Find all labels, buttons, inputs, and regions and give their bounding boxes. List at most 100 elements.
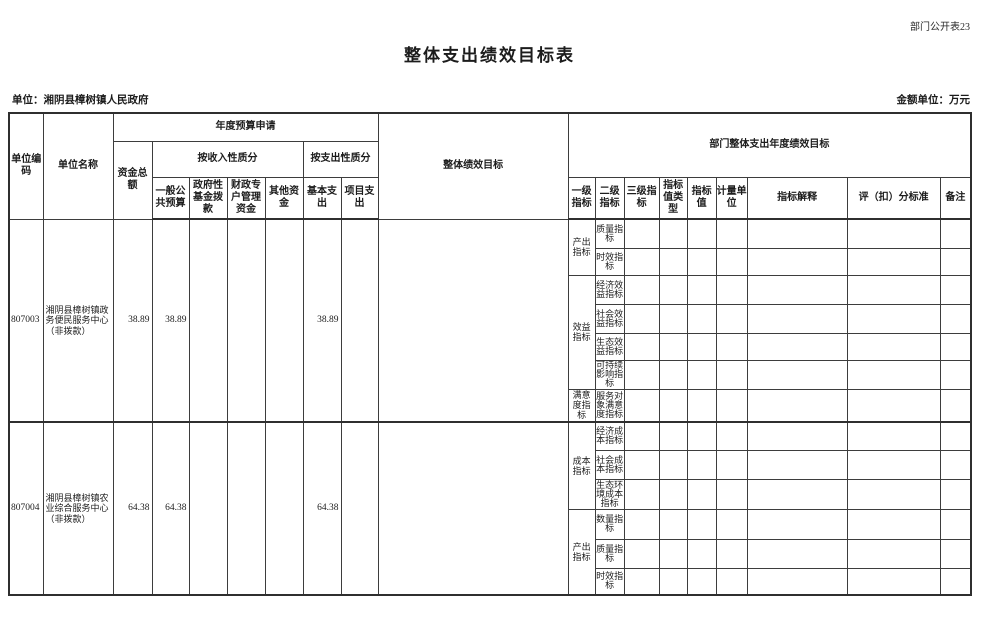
level1-indicator-cell: 成本指标	[567, 421, 596, 510]
col-header-level3-indicator: 三级指标	[623, 176, 660, 220]
measure-unit-cell	[715, 218, 748, 249]
value-cell	[686, 274, 717, 305]
level2-indicator-cell: 社会成本指标	[594, 449, 625, 480]
col-header-remarks: 备注	[939, 176, 972, 220]
unit-name-cell: 湘阴县樟树镇农业综合服务中心（非拨款）	[42, 421, 114, 596]
remark-cell	[939, 388, 972, 423]
value-cell	[686, 303, 717, 334]
level3-indicator-cell	[623, 388, 660, 423]
remark-cell	[939, 303, 972, 334]
unit-name-cell: 湘阴县樟树镇政务便民服务中心（非拨款）	[42, 218, 114, 423]
measure-unit-cell	[715, 421, 748, 451]
value-cell	[686, 247, 717, 276]
remark-cell	[939, 332, 972, 361]
level1-indicator-cell: 产出指标	[567, 508, 596, 596]
value-cell	[686, 332, 717, 361]
scoring-cell	[846, 538, 941, 569]
measure-unit-cell	[715, 247, 748, 276]
level3-indicator-cell	[623, 218, 660, 249]
level3-indicator-cell	[623, 247, 660, 276]
value-type-cell	[658, 332, 688, 361]
explanation-cell	[746, 388, 848, 423]
level2-indicator-cell: 生态环境成本指标	[594, 478, 625, 510]
col-header-government-fund: 政府性基金拨款	[188, 176, 228, 220]
measure-unit-cell	[715, 567, 748, 596]
col-header-unit-name: 单位名称	[42, 112, 114, 220]
col-header-by-income-nature: 按收入性质分	[151, 140, 304, 178]
remark-cell	[939, 508, 972, 540]
level2-indicator-cell: 可持续影响指标	[594, 359, 625, 390]
col-header-fiscal-special-account: 财政专户管理资金	[226, 176, 266, 220]
amount-unit-label: 金额单位：万元	[896, 95, 971, 106]
col-header-level2-indicator: 二级指标	[594, 176, 625, 220]
government-fund-cell	[188, 218, 228, 423]
level2-indicator-cell: 经济成本指标	[594, 421, 625, 451]
col-header-annual-budget-request: 年度预算申请	[112, 112, 379, 142]
value-cell	[686, 567, 717, 596]
overall-performance-target-cell	[377, 218, 569, 423]
value-type-cell	[658, 478, 688, 510]
value-type-cell	[658, 303, 688, 334]
col-header-project-expenditure: 项目支出	[340, 176, 379, 220]
value-cell	[686, 359, 717, 390]
other-funds-cell	[264, 218, 304, 423]
scoring-cell	[846, 567, 941, 596]
value-cell	[686, 218, 717, 249]
total-funds-cell: 38.89	[112, 218, 153, 423]
remark-cell	[939, 421, 972, 451]
explanation-cell	[746, 274, 848, 305]
measure-unit-cell	[715, 388, 748, 423]
explanation-cell	[746, 247, 848, 276]
level2-indicator-cell: 经济效益指标	[594, 274, 625, 305]
level3-indicator-cell	[623, 508, 660, 540]
explanation-cell	[746, 538, 848, 569]
value-cell	[686, 478, 717, 510]
level2-indicator-cell: 时效指标	[594, 567, 625, 596]
level3-indicator-cell	[623, 567, 660, 596]
measure-unit-cell	[715, 449, 748, 480]
scoring-cell	[846, 449, 941, 480]
remark-cell	[939, 567, 972, 596]
remark-cell	[939, 247, 972, 276]
scoring-cell	[846, 332, 941, 361]
col-header-by-expenditure-nature: 按支出性质分	[302, 140, 379, 178]
other-funds-cell	[264, 421, 304, 596]
scoring-cell	[846, 247, 941, 276]
explanation-cell	[746, 508, 848, 540]
col-header-unit-code: 单位编码	[8, 112, 44, 220]
explanation-cell	[746, 478, 848, 510]
measure-unit-cell	[715, 538, 748, 569]
remark-cell	[939, 359, 972, 390]
performance-target-table: 单位编码 单位名称 年度预算申请 整体绩效目标 部门整体支出年度绩效目标 资金总…	[8, 112, 973, 596]
remark-cell	[939, 274, 972, 305]
scoring-cell	[846, 274, 941, 305]
explanation-cell	[746, 303, 848, 334]
scoring-cell	[846, 303, 941, 334]
unit-code-cell: 807004	[8, 421, 44, 596]
explanation-cell	[746, 421, 848, 451]
general-public-budget-cell: 38.89	[151, 218, 190, 423]
level1-indicator-cell: 产出指标	[567, 218, 596, 276]
explanation-cell	[746, 567, 848, 596]
level3-indicator-cell	[623, 303, 660, 334]
value-type-cell	[658, 388, 688, 423]
measure-unit-cell	[715, 478, 748, 510]
level2-indicator-cell: 社会效益指标	[594, 303, 625, 334]
remark-cell	[939, 538, 972, 569]
col-header-indicator-value-type: 指标值类型	[658, 176, 688, 220]
unit-label: 单位：湘阴县樟树镇人民政府	[12, 95, 149, 106]
measure-unit-cell	[715, 303, 748, 334]
col-header-general-public-budget: 一般公共预算	[151, 176, 190, 220]
scoring-cell	[846, 478, 941, 510]
value-cell	[686, 421, 717, 451]
col-header-scoring-standard: 评（扣）分标准	[846, 176, 941, 220]
government-fund-cell	[188, 421, 228, 596]
level2-indicator-cell: 质量指标	[594, 538, 625, 569]
level3-indicator-cell	[623, 449, 660, 480]
value-type-cell	[658, 421, 688, 451]
explanation-cell	[746, 218, 848, 249]
value-type-cell	[658, 508, 688, 540]
level3-indicator-cell	[623, 332, 660, 361]
col-header-overall-performance-target: 整体绩效目标	[377, 112, 569, 220]
col-header-dept-annual-performance-target: 部门整体支出年度绩效目标	[567, 112, 972, 178]
